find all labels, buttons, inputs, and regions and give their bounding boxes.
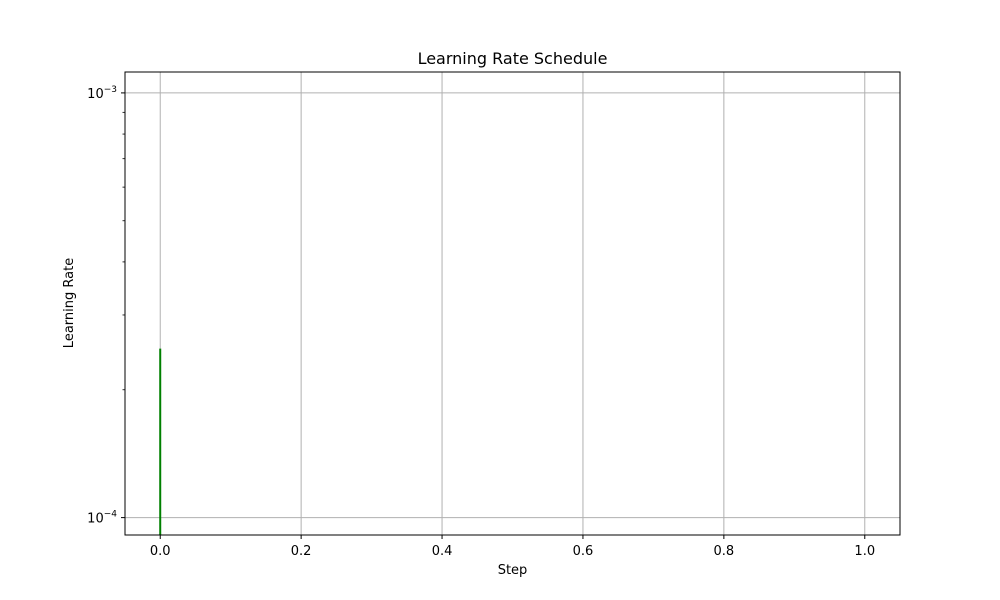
x-tick-label: 0.0 <box>150 544 171 559</box>
x-tick-label: 0.6 <box>573 544 594 559</box>
y-tick-label-base: 10 <box>87 87 104 102</box>
y-axis-ticks: 10−310−4 <box>87 85 125 527</box>
x-axis-ticks: 0.0 0.2 0.4 0.6 0.8 1.0 <box>150 535 875 559</box>
x-tick-label: 0.4 <box>432 544 453 559</box>
y-tick-label-exponent: −3 <box>104 85 117 95</box>
grid <box>125 72 900 535</box>
chart-title: Learning Rate Schedule <box>418 49 608 68</box>
x-tick-label: 0.2 <box>291 544 312 559</box>
plot-area-frame <box>124 71 901 536</box>
y-axis-label: Learning Rate <box>62 258 77 348</box>
y-tick-label-exponent: −4 <box>104 510 118 520</box>
x-tick-label: 1.0 <box>854 544 875 559</box>
x-axis-label: Step <box>498 563 528 578</box>
y-tick-label: 10−3 <box>87 85 117 102</box>
y-tick-label-base: 10 <box>87 512 104 527</box>
y-tick-label: 10−4 <box>87 510 117 527</box>
x-tick-label: 0.8 <box>714 544 735 559</box>
